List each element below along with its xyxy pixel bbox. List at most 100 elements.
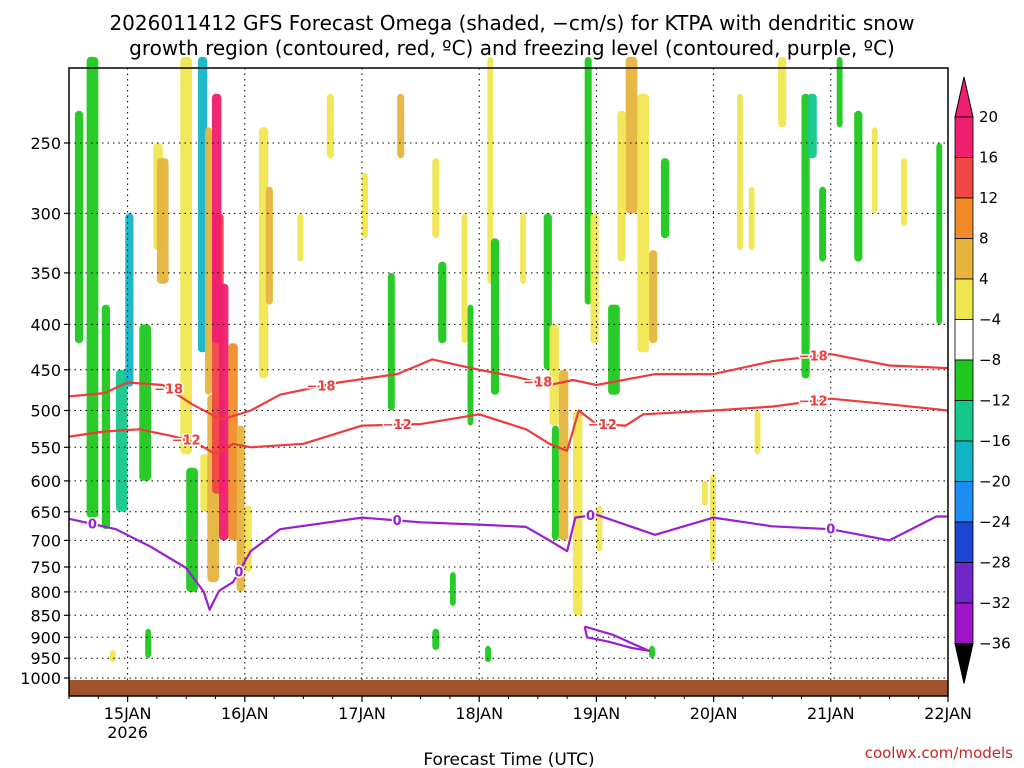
omega-region-39 [584, 56, 592, 305]
omega-region-66 [145, 628, 152, 659]
minus12-label-0: −12 [172, 434, 201, 449]
chart-title-line-1: 2026011412 GFS Forecast Omega (shaded, −… [109, 11, 914, 35]
omega-region-60 [754, 410, 761, 455]
y-tick-label-900: 900 [30, 628, 61, 647]
credit-link[interactable]: coolwx.com/models [865, 744, 1013, 762]
y-tick-label-300: 300 [30, 204, 61, 223]
omega-region-53 [807, 93, 817, 159]
colorbar-label-9: −20 [979, 473, 1011, 491]
omega-region-32 [490, 238, 500, 395]
y-tick-label-600: 600 [30, 472, 61, 491]
omega-region-26 [397, 93, 405, 159]
x-tick-label-18JAN: 18JAN [455, 704, 503, 723]
x-tick-label-19JAN: 19JAN [573, 704, 621, 723]
omega-shading [74, 56, 943, 663]
omega-region-62 [649, 645, 655, 659]
omega-region-47 [701, 480, 708, 506]
x-tick-label-15JAN: 15JAN [104, 704, 152, 723]
omega-region-12 [205, 127, 212, 395]
colorbar-label-5: −4 [979, 311, 1001, 329]
omega-region-29 [461, 213, 468, 344]
freezing-level-label-4: 0 [234, 566, 243, 581]
x-tick-label-16JAN: 16JAN [221, 704, 269, 723]
y-tick-label-700: 700 [30, 531, 61, 550]
omega-region-46 [660, 158, 670, 239]
colorbar-swatch-10 [954, 521, 974, 563]
omega-region-33 [520, 213, 527, 284]
colorbar-label-3: 8 [979, 230, 989, 248]
omega-region-59 [936, 143, 943, 325]
x-axis-label: Forecast Time (UTC) [423, 750, 594, 768]
omega-region-37 [558, 369, 569, 541]
omega-region-52 [801, 93, 810, 379]
omega-region-31 [487, 56, 494, 284]
minus12-label-2: −12 [588, 418, 617, 433]
colorbar-swatch-0 [954, 116, 974, 158]
omega-region-35 [549, 324, 559, 426]
y-tick-label-250: 250 [30, 134, 61, 153]
y-tick-label-650: 650 [30, 503, 61, 522]
omega-region-22 [297, 213, 304, 262]
colorbar-label-13: −36 [979, 635, 1011, 653]
colorbar-swatch-6 [954, 359, 974, 401]
omega-region-42 [617, 110, 626, 262]
pressure-axis: 250 300 350 400 450 500 550 600 650 700 750 800 850 9… [20, 134, 69, 688]
colorbar-label-4: 4 [979, 270, 989, 288]
minus12-label-3: −12 [799, 395, 828, 410]
omega-region-2 [101, 304, 110, 530]
omega-region-38 [573, 410, 583, 616]
omega-region-67 [110, 650, 116, 663]
minus12-contour [68, 397, 949, 456]
colorbar-swatch-7 [954, 400, 974, 442]
omega-region-24 [362, 172, 368, 239]
colorbar-label-0: 20 [979, 108, 998, 126]
colorbar-bottom-arrow [954, 643, 974, 684]
chart-title-line-2: growth region (contoured, red, ºC) and f… [129, 36, 895, 60]
omega-region-7 [156, 158, 169, 284]
omega-region-56 [854, 110, 863, 262]
omega-region-63 [432, 628, 440, 650]
omega-region-40 [590, 213, 599, 344]
omega-region-17 [228, 343, 238, 541]
omega-region-54 [819, 186, 827, 262]
omega-region-25 [387, 272, 395, 411]
omega-region-4 [125, 213, 134, 387]
omega-region-45 [649, 250, 658, 344]
omega-region-23 [326, 93, 334, 159]
colorbar-swatch-2 [954, 197, 974, 239]
omega-region-9 [186, 467, 198, 592]
colorbar-swatch-5 [954, 319, 974, 361]
colorbar-label-2: 12 [979, 189, 998, 207]
y-tick-label-550: 550 [30, 438, 61, 457]
omega-region-49 [737, 93, 743, 251]
y-tick-label-750: 750 [30, 558, 61, 577]
omega-region-61 [596, 505, 603, 552]
colorbar-swatch-12 [954, 602, 974, 644]
omega-region-20 [258, 127, 269, 379]
freezing-level-label-0: 0 [88, 518, 97, 533]
colorbar-label-1: 16 [979, 149, 998, 167]
y-tick-label-950: 950 [30, 649, 61, 668]
omega-region-15 [212, 93, 222, 344]
colorbar-swatch-3 [954, 238, 974, 280]
omega-region-58 [901, 158, 907, 226]
omega-region-43 [625, 56, 638, 214]
omega-region-8 [180, 56, 192, 455]
omega-region-16 [219, 283, 229, 541]
omega-region-28 [438, 261, 447, 344]
y-tick-label-500: 500 [30, 402, 61, 421]
minus18-label-1: −18 [307, 380, 336, 395]
omega-region-50 [748, 186, 755, 251]
omega-region-10 [197, 56, 208, 353]
y-tick-label-400: 400 [30, 315, 61, 334]
colorbar-swatch-8 [954, 440, 974, 482]
omega-region-55 [836, 56, 843, 128]
colorbar-top-arrow [954, 76, 974, 118]
omega-region-64 [485, 645, 491, 663]
x-tick-label-17JAN: 17JAN [338, 704, 386, 723]
omega-region-3 [115, 369, 128, 512]
colorbar-swatch-9 [954, 481, 974, 523]
minus18-label-0: −18 [154, 382, 183, 397]
minus18-label-3: −18 [799, 350, 828, 365]
